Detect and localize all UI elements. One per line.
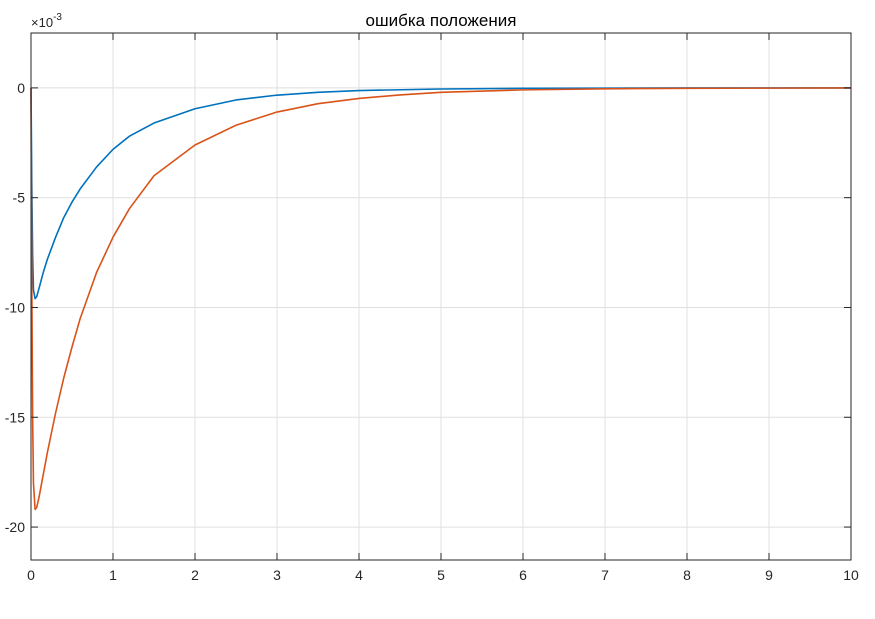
series-layer: [30, 87, 852, 511]
x-tick-label: 7: [601, 567, 609, 583]
y-exponent-base: ×10: [31, 15, 53, 30]
x-tick-label: 4: [355, 567, 363, 583]
y-exponent-label: ×10-3: [31, 12, 62, 30]
chart-title: ошибка положения: [366, 11, 517, 30]
y-tick-label: -10: [5, 299, 25, 315]
y-tick-label: 0: [17, 80, 25, 96]
series-line-2: [30, 87, 852, 511]
series-line-1: [30, 87, 851, 300]
x-tick-label: 5: [437, 567, 445, 583]
x-tick-label: 10: [843, 567, 859, 583]
y-tick-label: -15: [5, 409, 25, 425]
y-exponent-power: -3: [53, 12, 62, 23]
x-tick-label: 9: [765, 567, 773, 583]
y-tick-label: -5: [13, 190, 26, 206]
x-tick-label: 3: [273, 567, 281, 583]
x-tick-label: 6: [519, 567, 527, 583]
x-tick-label: 8: [683, 567, 691, 583]
y-axis: 0 -5 -10 -15 -20: [5, 80, 851, 535]
x-tick-label: 0: [27, 567, 35, 583]
x-tick-label: 1: [109, 567, 117, 583]
y-gridlines: [31, 87, 851, 528]
y-tick-label: -20: [5, 519, 25, 535]
x-axis: 0 1 2 3 4 5 6 7 8 9 10: [27, 33, 859, 583]
x-tick-label: 2: [191, 567, 199, 583]
